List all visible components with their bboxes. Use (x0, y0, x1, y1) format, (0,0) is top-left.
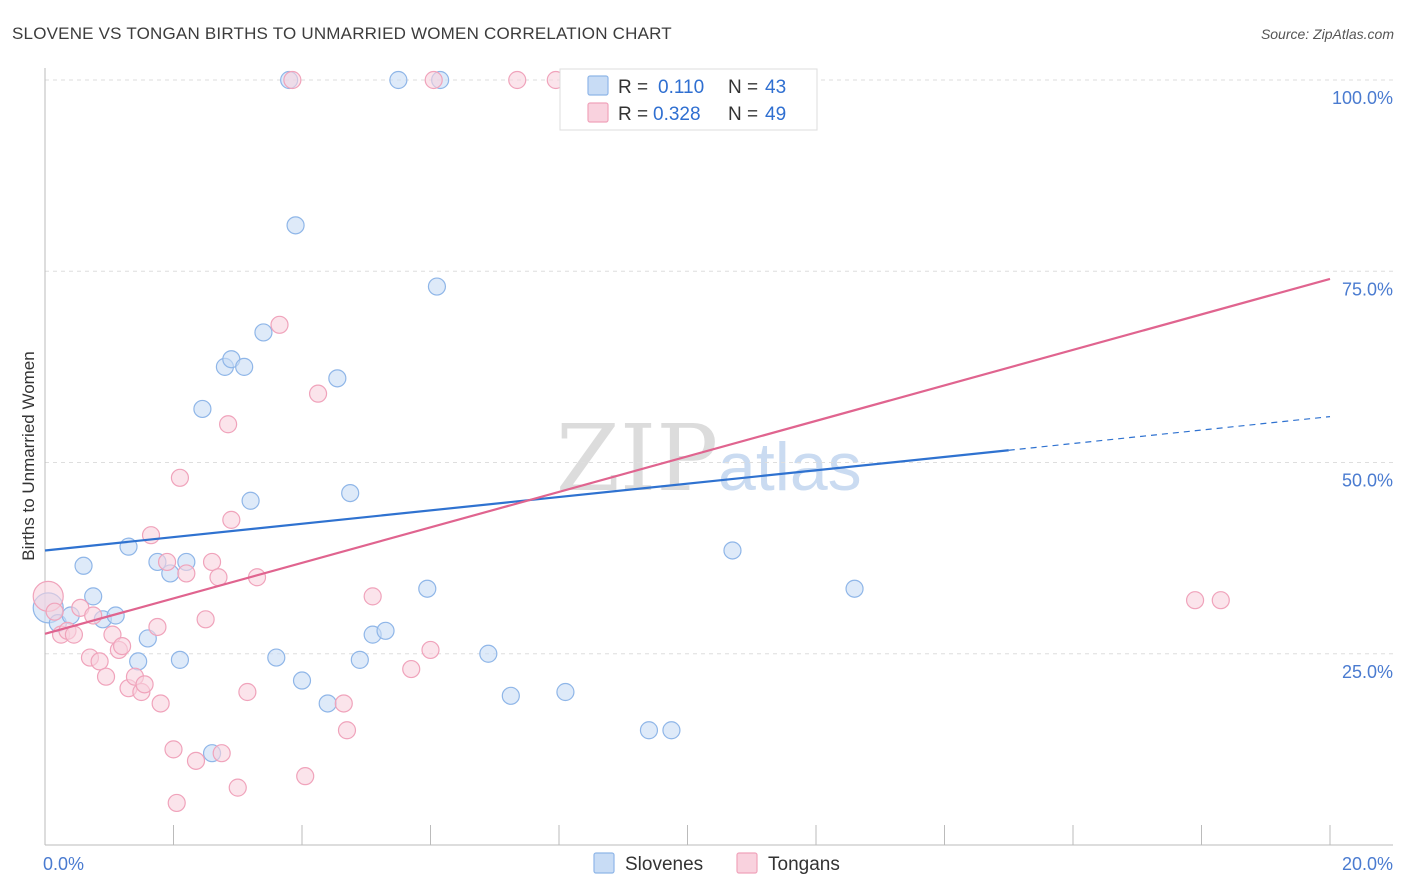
point-tongans (283, 70, 302, 90)
point-slovenes (318, 694, 337, 713)
point-tongans (296, 767, 315, 786)
bottom-legend-label-slovenes: Slovenes (625, 854, 703, 875)
point-slovenes (389, 70, 408, 90)
bottom-legend-swatch-slovenes (593, 852, 615, 874)
point-tongans (212, 744, 231, 763)
legend-n-label: N = (728, 104, 758, 125)
point-tongans (508, 70, 527, 90)
point-tongans (164, 740, 183, 759)
point-tongans (170, 468, 190, 487)
legend-r-value: 0.110 (658, 77, 704, 98)
point-tongans (1185, 591, 1205, 610)
point-slovenes (267, 648, 286, 667)
trend-lines (44, 277, 1331, 635)
point-tongans (202, 552, 222, 572)
point-slovenes (129, 652, 148, 671)
point-slovenes (74, 556, 93, 575)
point-slovenes (241, 491, 260, 510)
axes (44, 68, 1393, 846)
point-slovenes (328, 369, 347, 388)
point-tongans (96, 667, 116, 686)
point-tongans (222, 510, 241, 529)
point-slovenes (84, 587, 103, 606)
y-tick-label: 50.0% (1342, 471, 1393, 491)
legend-n-label: N = (728, 77, 758, 98)
legend-r-label: R = (618, 77, 648, 98)
point-slovenes (427, 277, 447, 296)
point-slovenes (235, 357, 254, 376)
y-tick-label: 25.0% (1342, 662, 1393, 682)
bottom-legend: Slovenes Tongans (593, 852, 840, 875)
legend-r-value: 0.328 (653, 104, 701, 125)
x-tick-label: 0.0% (43, 854, 84, 874)
point-tongans (45, 602, 64, 621)
chart-title: SLOVENE VS TONGAN BIRTHS TO UNMARRIED WO… (12, 24, 672, 43)
y-tick-label: 75.0% (1342, 279, 1393, 299)
point-slovenes (350, 650, 369, 669)
point-tongans (219, 415, 238, 434)
legend-n-value: 43 (765, 77, 786, 98)
point-slovenes (479, 644, 498, 663)
point-tongans (64, 625, 84, 644)
point-slovenes (723, 541, 742, 560)
x-tick-label: 20.0% (1342, 854, 1393, 874)
y-tick-labels: 25.0% 50.0% 75.0% 100.0% (1332, 88, 1393, 682)
x-ticks (44, 825, 1331, 845)
point-slovenes (639, 721, 659, 740)
point-tongans (238, 682, 257, 702)
point-slovenes (845, 579, 864, 598)
point-tongans (421, 640, 440, 660)
chart-source: Source: ZipAtlas.com (1261, 26, 1394, 42)
point-tongans (270, 315, 289, 334)
legend-swatch-slovenes (587, 75, 609, 96)
point-tongans (1211, 591, 1230, 610)
point-tongans (112, 636, 132, 656)
point-tongans (334, 694, 353, 713)
point-tongans (151, 694, 170, 713)
point-slovenes (376, 621, 395, 640)
point-tongans (196, 610, 215, 629)
point-tongans (363, 587, 382, 606)
point-tongans (177, 564, 196, 583)
point-slovenes (662, 721, 681, 740)
point-tongans (90, 652, 109, 671)
data-points (32, 70, 1230, 813)
stats-legend: R = 0.110 N = 43 R = 0.328 N = 49 (559, 68, 818, 131)
point-tongans (228, 778, 247, 797)
point-tongans (135, 675, 154, 694)
point-slovenes (170, 650, 190, 669)
point-slovenes (292, 671, 312, 690)
point-slovenes (556, 682, 575, 702)
trend-extension-slovenes (1008, 416, 1331, 451)
point-slovenes (341, 484, 360, 503)
trend-line-tongans (44, 277, 1331, 635)
y-tick-label: 100.0% (1332, 88, 1393, 108)
legend-n-value: 49 (765, 104, 786, 125)
legend-swatch-tongans (587, 102, 609, 123)
bottom-legend-swatch-tongans (736, 852, 758, 874)
point-tongans (157, 552, 177, 572)
x-tick-labels: 0.0% 20.0% (43, 854, 1393, 874)
point-tongans (424, 70, 443, 90)
point-slovenes (193, 399, 212, 419)
point-tongans (148, 617, 167, 637)
y-axis-label: Births to Unmarried Women (19, 351, 38, 560)
point-tongans (402, 659, 421, 679)
point-tongans (167, 793, 186, 813)
bottom-legend-label-tongans: Tongans (768, 854, 840, 875)
point-slovenes (501, 686, 520, 705)
point-slovenes (418, 579, 437, 598)
legend-r-label: R = (618, 104, 648, 125)
point-slovenes (106, 606, 125, 625)
point-tongans (186, 751, 206, 770)
point-tongans (308, 384, 328, 403)
watermark-main: ZIP (556, 405, 718, 512)
point-slovenes (254, 323, 273, 342)
point-tongans (337, 721, 357, 740)
point-slovenes (286, 216, 305, 235)
